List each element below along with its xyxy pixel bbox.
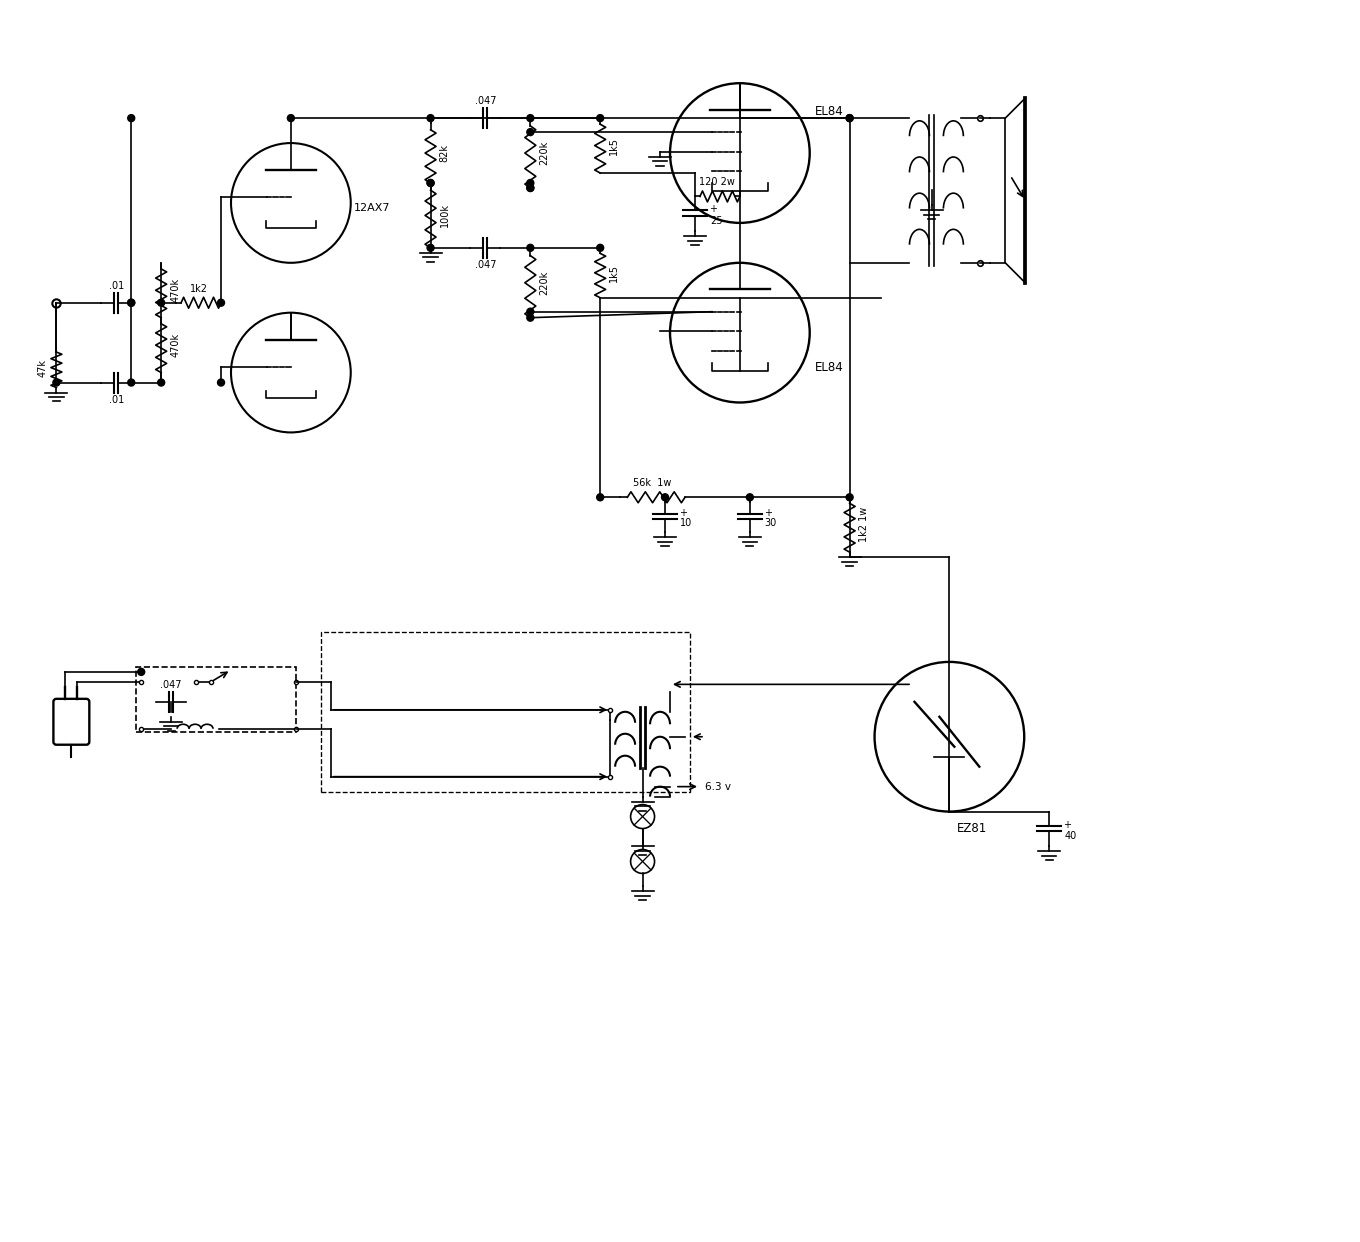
Circle shape	[53, 379, 60, 386]
Text: 56k  1w: 56k 1w	[634, 478, 672, 488]
Circle shape	[427, 180, 434, 186]
Circle shape	[158, 379, 165, 386]
Circle shape	[846, 494, 853, 501]
Text: 47k: 47k	[38, 359, 48, 376]
Circle shape	[128, 299, 135, 307]
Circle shape	[526, 185, 534, 191]
Text: 1k2 1w: 1k2 1w	[858, 507, 869, 543]
Text: 10: 10	[680, 518, 692, 528]
Circle shape	[526, 180, 534, 186]
Text: 25: 25	[710, 216, 722, 226]
Circle shape	[158, 299, 165, 307]
Circle shape	[128, 114, 135, 122]
Text: 1k5: 1k5	[609, 137, 619, 154]
Text: 12AX7: 12AX7	[354, 202, 390, 212]
Circle shape	[526, 314, 534, 322]
Text: .047: .047	[160, 679, 182, 689]
Circle shape	[427, 114, 434, 122]
Circle shape	[747, 494, 753, 501]
Text: 470k: 470k	[170, 333, 180, 358]
Circle shape	[427, 245, 434, 251]
Text: 100k: 100k	[439, 204, 450, 227]
Text: EL84: EL84	[815, 104, 843, 118]
Circle shape	[846, 114, 853, 122]
Circle shape	[128, 299, 135, 307]
Text: +: +	[709, 205, 717, 215]
Text: .01: .01	[109, 281, 124, 291]
Circle shape	[526, 114, 534, 122]
Text: .047: .047	[475, 260, 496, 270]
Text: 82k: 82k	[439, 144, 450, 161]
Circle shape	[218, 379, 224, 386]
Text: +: +	[1064, 820, 1072, 830]
Circle shape	[597, 114, 604, 122]
Circle shape	[846, 114, 853, 122]
Circle shape	[526, 308, 534, 315]
Text: 30: 30	[764, 518, 777, 528]
Circle shape	[427, 180, 434, 186]
Circle shape	[287, 114, 294, 122]
Text: .01: .01	[109, 395, 124, 405]
Text: .047: .047	[475, 96, 496, 106]
Text: 470k: 470k	[170, 278, 180, 302]
Circle shape	[137, 668, 144, 676]
Text: 220k: 220k	[540, 271, 549, 294]
Text: +: +	[679, 508, 687, 518]
Circle shape	[597, 494, 604, 501]
Text: 120 2w: 120 2w	[699, 178, 736, 188]
Circle shape	[526, 129, 534, 135]
Circle shape	[526, 245, 534, 251]
Text: 40: 40	[1064, 831, 1076, 841]
Text: 6.3 v: 6.3 v	[704, 781, 730, 791]
Text: EL84: EL84	[815, 361, 843, 374]
Circle shape	[218, 299, 224, 307]
Text: EZ81: EZ81	[956, 821, 987, 835]
Circle shape	[597, 245, 604, 251]
Circle shape	[661, 494, 669, 501]
Text: 220k: 220k	[540, 140, 549, 165]
Text: 1k5: 1k5	[609, 263, 619, 282]
Circle shape	[128, 379, 135, 386]
Text: +: +	[764, 508, 772, 518]
Text: 1k2: 1k2	[189, 283, 208, 294]
Circle shape	[526, 185, 534, 191]
